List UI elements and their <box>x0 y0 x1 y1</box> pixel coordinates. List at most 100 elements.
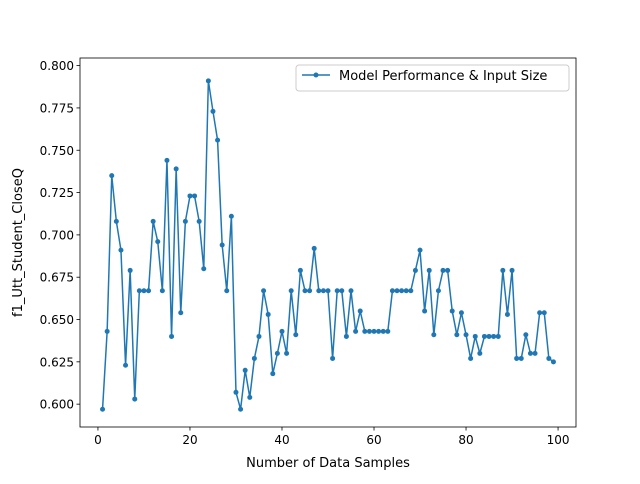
data-point <box>132 396 138 402</box>
legend-label: Model Performance & Input Size <box>339 69 547 84</box>
data-point <box>348 288 354 294</box>
data-point <box>431 332 437 338</box>
data-point <box>215 137 221 143</box>
x-axis-label: Number of Data Samples <box>246 456 410 471</box>
data-point <box>403 288 409 294</box>
data-point <box>284 350 290 356</box>
data-point <box>417 247 423 253</box>
data-point <box>426 267 432 273</box>
data-point <box>495 333 501 339</box>
data-point <box>113 218 119 224</box>
x-tick-label: 100 <box>547 433 570 447</box>
y-axis-label: f1_Utt_Student_CloseQ <box>11 168 26 317</box>
data-point <box>261 288 267 294</box>
data-point <box>178 310 184 316</box>
data-point <box>146 288 152 294</box>
x-axis: 0 20 40 60 80 100 <box>94 427 570 447</box>
data-point <box>169 333 175 339</box>
data-point <box>550 359 556 365</box>
data-point <box>509 267 515 273</box>
data-point <box>201 266 207 272</box>
data-point <box>118 247 124 253</box>
data-point <box>182 218 188 224</box>
y-tick-label: 0.775 <box>40 101 74 115</box>
data-point <box>293 332 299 338</box>
x-tick-label: 0 <box>94 433 102 447</box>
series-layer <box>100 78 556 412</box>
data-point <box>389 288 395 294</box>
data-point <box>187 193 193 199</box>
data-point <box>196 218 202 224</box>
y-tick-label: 0.725 <box>40 186 74 200</box>
data-point <box>320 288 326 294</box>
data-point <box>311 245 317 251</box>
data-point <box>518 355 524 361</box>
data-point <box>435 288 441 294</box>
data-point <box>242 367 248 373</box>
data-point <box>127 267 133 273</box>
data-point <box>279 328 285 334</box>
data-point <box>412 267 418 273</box>
data-point <box>362 328 368 334</box>
data-point <box>532 350 538 356</box>
y-axis: 0.600 0.625 0.650 0.675 0.700 0.725 0.750 0.775… <box>40 59 80 412</box>
data-point <box>458 310 464 316</box>
legend-box <box>295 64 570 92</box>
data-point <box>449 308 455 314</box>
data-point <box>454 332 460 338</box>
axes-frame <box>79 57 577 428</box>
y-tick-label: 0.600 <box>40 398 74 412</box>
data-point <box>136 288 142 294</box>
data-point <box>514 355 520 361</box>
data-point <box>343 333 349 339</box>
x-tick-label: 40 <box>274 433 289 447</box>
x-tick-label: 20 <box>182 433 197 447</box>
data-point <box>155 239 161 245</box>
data-point <box>339 288 345 294</box>
data-point <box>440 267 446 273</box>
data-point <box>265 311 271 317</box>
data-point <box>468 355 474 361</box>
data-point <box>123 362 129 368</box>
data-point <box>173 166 179 172</box>
data-point <box>205 78 211 84</box>
legend-marker-swatch <box>313 72 319 78</box>
data-point <box>270 371 276 377</box>
data-point <box>302 288 308 294</box>
data-point <box>297 267 303 273</box>
x-tick-label: 80 <box>458 433 473 447</box>
data-point <box>380 328 386 334</box>
data-point <box>477 350 483 356</box>
data-point <box>481 333 487 339</box>
data-point <box>385 328 391 334</box>
y-tick-label: 0.675 <box>40 271 74 285</box>
data-point <box>256 333 262 339</box>
data-point <box>109 173 115 179</box>
data-point <box>394 288 400 294</box>
data-point <box>247 394 253 400</box>
data-point <box>141 288 147 294</box>
data-point <box>541 310 547 316</box>
data-point <box>463 332 469 338</box>
data-point <box>274 350 280 356</box>
data-point <box>445 267 451 273</box>
data-point <box>325 288 331 294</box>
data-point <box>238 406 244 412</box>
y-tick-label: 0.750 <box>40 144 74 158</box>
data-point <box>399 288 405 294</box>
legend: Model Performance & Input Size <box>295 64 570 92</box>
data-point <box>150 218 156 224</box>
data-point <box>288 288 294 294</box>
y-tick-label: 0.700 <box>40 228 74 242</box>
data-point <box>159 288 165 294</box>
data-point <box>330 355 336 361</box>
data-point <box>491 333 497 339</box>
y-tick-label: 0.650 <box>40 313 74 327</box>
x-tick-label: 60 <box>366 433 381 447</box>
data-point <box>357 308 363 314</box>
data-point <box>376 328 382 334</box>
data-point <box>251 355 257 361</box>
data-point <box>100 406 106 412</box>
data-point <box>546 355 552 361</box>
